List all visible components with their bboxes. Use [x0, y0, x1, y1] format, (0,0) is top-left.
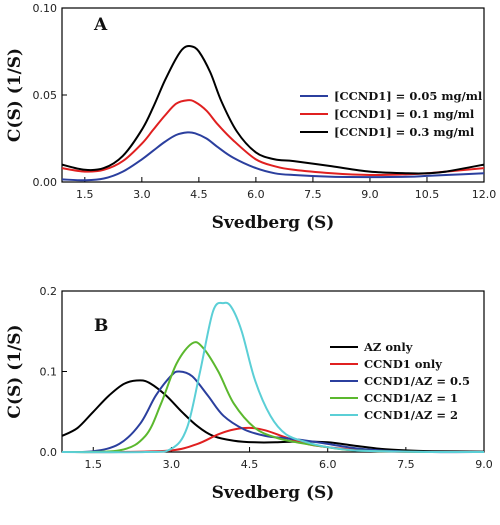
panel-a-y-axis-title: C(S) (1/S) [5, 48, 25, 142]
panel-a-x-axis-title: Svedberg (S) [212, 213, 335, 233]
x-tick-label: 1.5 [76, 188, 94, 201]
y-tick-label: 0.00 [33, 176, 58, 189]
panel-a-series [61, 45, 485, 182]
legend-entry: CCND1/AZ = 2 [364, 408, 458, 422]
x-tick-label: 4.5 [241, 458, 259, 471]
x-tick-label: 7.5 [397, 458, 415, 471]
y-tick-label: 0.05 [33, 89, 58, 102]
x-tick-label: 9.0 [361, 188, 379, 201]
legend-entry: CCND1 only [364, 357, 442, 371]
legend-entry: CCND1/AZ = 1 [364, 391, 458, 405]
panel-b-y-axis-title: C(S) (1/S) [5, 324, 25, 418]
panel-b-series [61, 301, 485, 454]
legend-entry: [CCND1] = 0.1 mg/ml [334, 107, 475, 121]
x-tick-label: 1.5 [85, 458, 103, 471]
legend-entry: [CCND1] = 0.3 mg/ml [334, 125, 475, 139]
legend-entry: AZ only [363, 340, 413, 354]
panel-a-legend: [CCND1] = 0.05 mg/ml [CCND1] = 0.1 mg/ml [… [300, 89, 483, 139]
y-tick-label: 0.2 [40, 285, 58, 298]
x-tick-label: 6.0 [247, 188, 265, 201]
x-tick-label: 3.0 [133, 188, 151, 201]
series-line-5 [61, 301, 485, 454]
x-tick-label: 10.5 [415, 188, 440, 201]
panel-b-legend: AZ only CCND1 only CCND1/AZ = 0.5 CCND1/AZ … [330, 340, 470, 422]
panel-a-label: A [93, 15, 108, 35]
series-line-3 [61, 45, 485, 175]
panel-b: 1.5 3.0 4.5 6.0 7.5 9.0 0.0 0.1 0.2 B Svedberg (… [5, 285, 493, 503]
legend-entry: [CCND1] = 0.05 mg/ml [334, 89, 483, 103]
series-line-3 [61, 370, 485, 454]
series-line-2 [61, 99, 485, 177]
x-tick-label: 9.0 [475, 458, 493, 471]
y-tick-label: 0.1 [40, 366, 58, 379]
panel-b-frame [61, 290, 485, 453]
panel-a: 1.5 3.0 4.5 6.0 7.5 9.0 10.5 12.0 0.00 0.05 0.10 A… [5, 2, 496, 233]
x-tick-label: 6.0 [319, 458, 337, 471]
series-line-1 [61, 131, 485, 182]
panel-b-ticks: 1.5 3.0 4.5 6.0 7.5 9.0 0.0 0.1 0.2 [40, 285, 493, 471]
legend-entry: CCND1/AZ = 0.5 [364, 374, 470, 388]
y-tick-label: 0.10 [33, 2, 58, 15]
x-tick-label: 12.0 [472, 188, 497, 201]
x-tick-label: 3.0 [163, 458, 181, 471]
panel-b-x-axis-title: Svedberg (S) [212, 483, 335, 503]
x-tick-label: 7.5 [304, 188, 322, 201]
x-tick-label: 4.5 [190, 188, 208, 201]
panel-a-ticks: 1.5 3.0 4.5 6.0 7.5 9.0 10.5 12.0 0.00 0.05 0.10 [33, 2, 497, 201]
panel-b-label: B [94, 316, 108, 336]
y-tick-label: 0.0 [40, 446, 58, 459]
